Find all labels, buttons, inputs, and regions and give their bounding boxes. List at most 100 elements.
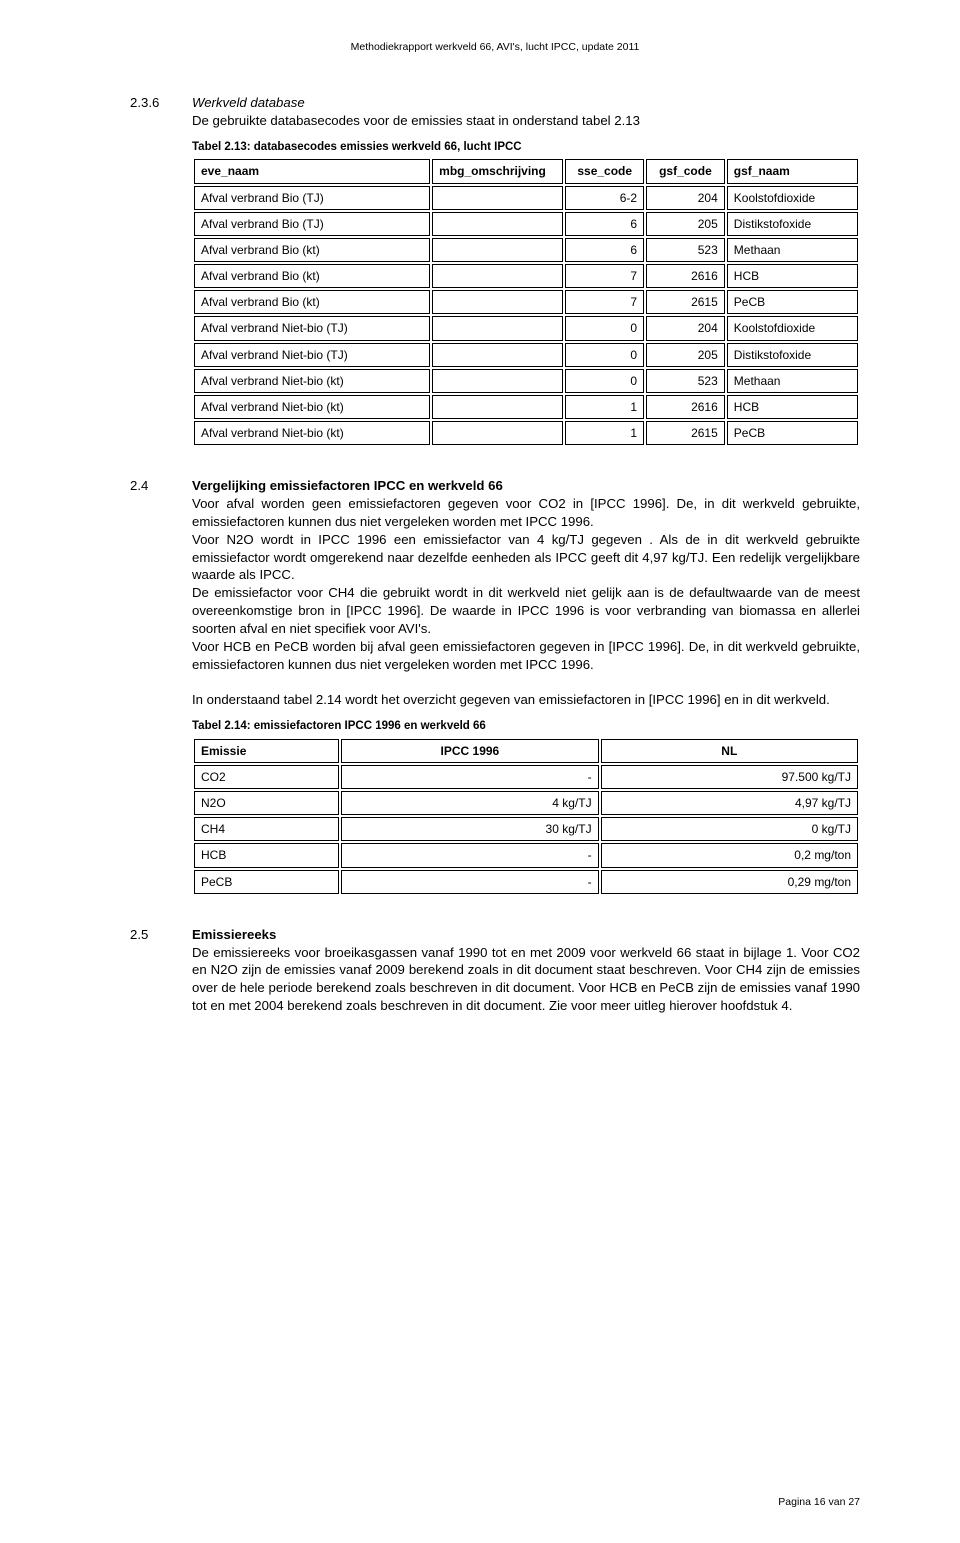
- cell: [432, 264, 563, 288]
- cell: 2616: [646, 264, 725, 288]
- cell: HCB: [194, 843, 339, 867]
- cell: Afval verbrand Niet-bio (TJ): [194, 343, 430, 367]
- section-number: 2.5: [130, 926, 192, 944]
- cell: 0: [565, 316, 644, 340]
- page: Methodiekrapport werkveld 66, AVI's, luc…: [0, 0, 960, 1543]
- cell: [432, 395, 563, 419]
- cell: 0: [565, 343, 644, 367]
- cell: Afval verbrand Bio (TJ): [194, 212, 430, 236]
- cell: N2O: [194, 791, 339, 815]
- cell: 30 kg/TJ: [341, 817, 598, 841]
- cell: Afval verbrand Niet-bio (kt): [194, 421, 430, 445]
- cell: 0,29 mg/ton: [601, 870, 858, 894]
- cell: 97.500 kg/TJ: [601, 765, 858, 789]
- section-number: 2.3.6: [130, 94, 192, 112]
- cell: 0,2 mg/ton: [601, 843, 858, 867]
- table-row: Afval verbrand Bio (kt) 72616HCB: [194, 264, 858, 288]
- cell: Afval verbrand Niet-bio (TJ): [194, 316, 430, 340]
- cell: [432, 343, 563, 367]
- page-header: Methodiekrapport werkveld 66, AVI's, luc…: [130, 40, 860, 54]
- cell: 7: [565, 290, 644, 314]
- intro-text: De gebruikte databasecodes voor de emiss…: [192, 112, 860, 130]
- cell: Methaan: [727, 369, 858, 393]
- cell: Distikstofoxide: [727, 343, 858, 367]
- cell: 0 kg/TJ: [601, 817, 858, 841]
- cell: [432, 290, 563, 314]
- cell: 2616: [646, 395, 725, 419]
- table-row: Afval verbrand Bio (kt) 72615PeCB: [194, 290, 858, 314]
- table-caption: Tabel 2.14: emissiefactoren IPCC 1996 en…: [192, 719, 860, 735]
- cell: Afval verbrand Bio (kt): [194, 290, 430, 314]
- cell: HCB: [727, 264, 858, 288]
- section-24-body: Voor afval worden geen emissiefactoren g…: [192, 495, 860, 896]
- table-caption: Tabel 2.13: databasecodes emissies werkv…: [192, 140, 860, 156]
- table-row: PeCB-0,29 mg/ton: [194, 870, 858, 894]
- col-nl: NL: [601, 739, 858, 763]
- section-title: Vergelijking emissiefactoren IPCC en wer…: [192, 477, 503, 495]
- cell: PeCB: [727, 290, 858, 314]
- paragraph: Voor afval worden geen emissiefactoren g…: [192, 495, 860, 531]
- table-row: Afval verbrand Niet-bio (TJ) 0205Distikst…: [194, 343, 858, 367]
- table-header-row: Emissie IPCC 1996 NL: [194, 739, 858, 763]
- section-25-body: De emissiereeks voor broeikasgassen vana…: [192, 944, 860, 1015]
- table-row: Afval verbrand Bio (kt) 6523Methaan: [194, 238, 858, 262]
- table-row: Afval verbrand Bio (TJ)6-2204Koolstofdio…: [194, 186, 858, 210]
- col-emissie: Emissie: [194, 739, 339, 763]
- table-row: Afval verbrand Niet-bio (kt) 12616HCB: [194, 395, 858, 419]
- cell: 4,97 kg/TJ: [601, 791, 858, 815]
- section-number: 2.4: [130, 477, 192, 495]
- cell: 205: [646, 343, 725, 367]
- section-2-4: 2.4 Vergelijking emissiefactoren IPCC en…: [130, 477, 860, 495]
- cell: Afval verbrand Bio (TJ): [194, 186, 430, 210]
- paragraph: Voor HCB en PeCB worden bij afval geen e…: [192, 638, 860, 674]
- cell: Afval verbrand Bio (kt): [194, 238, 430, 262]
- col-sse-code: sse_code: [565, 159, 644, 183]
- col-ipcc1996: IPCC 1996: [341, 739, 598, 763]
- table-row: HCB-0,2 mg/ton: [194, 843, 858, 867]
- col-gsf-code: gsf_code: [646, 159, 725, 183]
- cell: 523: [646, 238, 725, 262]
- section-title: Emissiereeks: [192, 926, 276, 944]
- cell: Methaan: [727, 238, 858, 262]
- section-2-3-6: 2.3.6 Werkveld database: [130, 94, 860, 112]
- cell: [432, 212, 563, 236]
- col-eve-naam: eve_naam: [194, 159, 430, 183]
- cell: 2615: [646, 290, 725, 314]
- cell: [432, 421, 563, 445]
- cell: 1: [565, 395, 644, 419]
- cell: [432, 316, 563, 340]
- cell: PeCB: [727, 421, 858, 445]
- table-row: CH430 kg/TJ0 kg/TJ: [194, 817, 858, 841]
- cell: [432, 369, 563, 393]
- cell: 7: [565, 264, 644, 288]
- cell: HCB: [727, 395, 858, 419]
- table-row: Afval verbrand Niet-bio (TJ)0204Koolstof…: [194, 316, 858, 340]
- cell: PeCB: [194, 870, 339, 894]
- cell: CO2: [194, 765, 339, 789]
- section-title: Werkveld database: [192, 95, 305, 110]
- cell: 1: [565, 421, 644, 445]
- section-236-body: De gebruikte databasecodes voor de emiss…: [192, 112, 860, 447]
- cell: 204: [646, 186, 725, 210]
- col-mbg-omschrijving: mbg_omschrijving: [432, 159, 563, 183]
- cell: -: [341, 765, 598, 789]
- table-row: Afval verbrand Niet-bio (kt)0523Methaan: [194, 369, 858, 393]
- table-row: Afval verbrand Niet-bio (kt)12615PeCB: [194, 421, 858, 445]
- paragraph: Voor N2O wordt in IPCC 1996 een emissief…: [192, 531, 860, 584]
- table-row: N2O4 kg/TJ4,97 kg/TJ: [194, 791, 858, 815]
- cell: 205: [646, 212, 725, 236]
- cell: Afval verbrand Niet-bio (kt): [194, 369, 430, 393]
- cell: 523: [646, 369, 725, 393]
- table-2-13: eve_naam mbg_omschrijving sse_code gsf_c…: [192, 157, 860, 447]
- cell: [432, 186, 563, 210]
- cell: 6: [565, 238, 644, 262]
- cell: -: [341, 870, 598, 894]
- paragraph: De emissiefactor voor CH4 die gebruikt w…: [192, 584, 860, 637]
- cell: 4 kg/TJ: [341, 791, 598, 815]
- table-2-14: Emissie IPCC 1996 NL CO2-97.500 kg/TJ N2…: [192, 737, 860, 896]
- cell: CH4: [194, 817, 339, 841]
- cell: Koolstofdioxide: [727, 316, 858, 340]
- cell: Afval verbrand Bio (kt): [194, 264, 430, 288]
- table-row: Afval verbrand Bio (TJ)6205Distikstofoxi…: [194, 212, 858, 236]
- cell: Afval verbrand Niet-bio (kt): [194, 395, 430, 419]
